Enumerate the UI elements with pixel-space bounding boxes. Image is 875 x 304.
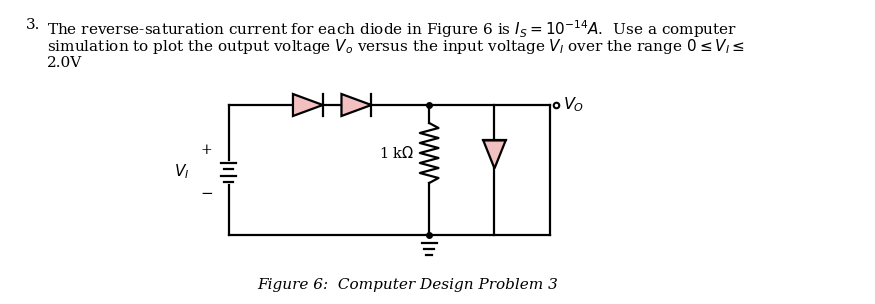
Text: $V_O$: $V_O$ xyxy=(563,96,584,114)
Text: Figure 6:  Computer Design Problem 3: Figure 6: Computer Design Problem 3 xyxy=(257,278,558,292)
Text: 2.0V: 2.0V xyxy=(46,56,82,70)
Text: The reverse-saturation current for each diode in Figure 6 is $I_S = 10^{-14}A$. : The reverse-saturation current for each … xyxy=(46,18,737,40)
Text: 1 k$\Omega$: 1 k$\Omega$ xyxy=(379,145,414,161)
Text: $V_I$: $V_I$ xyxy=(174,163,190,181)
Text: 3.: 3. xyxy=(26,18,40,32)
Text: simulation to plot the output voltage $V_o$ versus the input voltage $V_I$ over : simulation to plot the output voltage $V… xyxy=(46,37,745,56)
Polygon shape xyxy=(293,94,323,116)
Text: −: − xyxy=(200,187,214,201)
Polygon shape xyxy=(483,140,506,168)
Polygon shape xyxy=(341,94,371,116)
Text: +: + xyxy=(200,143,213,157)
